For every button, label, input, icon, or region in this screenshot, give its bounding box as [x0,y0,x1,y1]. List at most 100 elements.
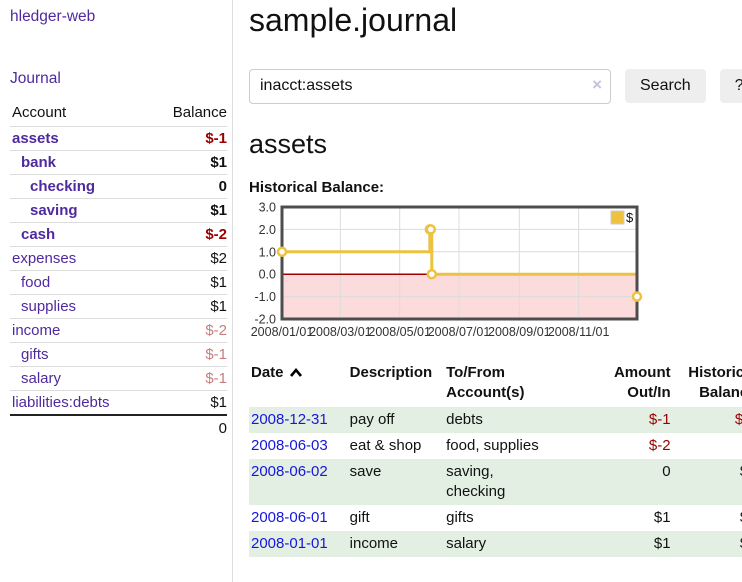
account-row: cash $-2 [10,222,227,247]
amount-cell: $1 [653,508,671,526]
data-point [426,268,438,280]
account-link[interactable]: checking [30,178,96,195]
accounts-header-row: Account Balance [10,102,227,127]
svg-text:2008/01/01: 2008/01/01 [251,325,314,339]
account-link[interactable]: assets [12,130,59,147]
account-link[interactable]: income [12,322,61,339]
svg-text:2008/03/01: 2008/03/01 [309,325,372,339]
description-cell: pay off [349,410,395,428]
search-button[interactable]: Search [625,69,706,104]
balance-cell: $2 [673,505,742,531]
col-description: Description [349,363,433,381]
date-link[interactable]: 2008-12-31 [251,410,328,428]
plot-border [280,205,639,321]
accounts-cell: salary [446,534,487,552]
account-balance: $1 [148,294,227,319]
account-row: liabilities:debts $1 [10,391,227,416]
legend-label: $ [626,210,634,225]
account-link[interactable]: gifts [21,346,49,363]
balance-cell: 0 [673,433,742,459]
account-row: supplies $1 [10,294,227,319]
sort-asc-icon [289,367,302,377]
data-point [631,291,643,302]
date-link[interactable]: 2008-06-01 [251,508,328,526]
account-row: assets $-1 [10,126,227,151]
accounts-cell: debts [446,410,483,428]
date-link[interactable]: 2008-01-01 [251,534,328,552]
register-row: 2008-06-01 gift gifts $1 $2 [249,505,742,531]
svg-text:2008/07/01: 2008/07/01 [428,325,491,339]
register-table: Date Description To/From Account(s) Amoun… [249,361,742,557]
account-link[interactable]: saving [30,202,78,219]
chart-title: Historical Balance: [249,178,385,196]
register-row: 2008-12-31 pay off debts $-1 $-1 [249,406,742,433]
svg-text:2008/11/01: 2008/11/01 [548,325,610,339]
data-point [276,246,288,257]
svg-text:0.0: 0.0 [259,267,276,281]
description-cell: eat & shop [349,436,422,454]
account-link[interactable]: expenses [12,250,77,267]
chart-container: $3.0 2.0 1.0 0.0 -1.0 -2.0 2008/01/01 2008/03/0… [249,200,742,346]
clear-search-icon[interactable]: × [592,74,602,94]
date-link[interactable]: 2008-06-03 [251,436,328,454]
page-title: sample.journal [249,2,458,38]
svg-text:2.0: 2.0 [259,223,276,237]
account-balance: $-2 [148,318,227,343]
accounts-total-spacer [10,414,149,441]
search-input[interactable] [249,68,611,104]
account-link[interactable]: food [21,274,51,291]
sidebar: hledger-web Journal Account Balance asse… [0,0,233,582]
col-date-sortable[interactable]: Date [249,361,350,407]
col-accounts: To/From Account(s) [446,363,525,401]
account-row: income $-2 [10,318,227,343]
account-link[interactable]: salary [21,370,62,387]
accounts-cell: saving, checking [446,462,506,500]
description-cell: gift [349,508,370,526]
register-header-row: Date Description To/From Account(s) Amoun… [249,361,742,407]
description-cell: save [349,462,382,480]
account-link[interactable]: liabilities:debts [12,394,110,411]
svg-text:2008/05/01: 2008/05/01 [368,325,431,339]
brand-link[interactable]: hledger-web [10,8,96,25]
accounts-cell: gifts [446,508,474,526]
balance-cell: $2 [673,459,742,505]
account-balance: $1 [148,198,227,223]
amount-cell: $-2 [648,436,671,454]
account-balance: $-1 [148,342,227,367]
account-link[interactable]: bank [21,154,57,171]
account-balance: $2 [148,246,227,271]
date-link[interactable]: 2008-06-02 [251,462,328,480]
accounts-total-row: 0 [10,414,227,441]
amount-cell: $1 [653,534,671,552]
account-balance: $1 [148,270,227,295]
col-amount: Amount Out/In [613,363,671,401]
svg-text:3.0: 3.0 [259,200,276,214]
account-link[interactable]: supplies [21,298,77,315]
legend-swatch [610,210,625,225]
accounts-table: Account Balance assets $-1 bank $1 check… [10,102,227,441]
account-row: checking 0 [10,174,227,199]
balance-cell: $1 [673,531,742,557]
account-balance: $1 [148,150,227,175]
accounts-col-balance: Balance [148,102,227,127]
account-balance: $-1 [148,366,227,391]
svg-text:2008/09/01: 2008/09/01 [488,325,551,339]
description-cell: income [349,534,399,552]
accounts-total-value: 0 [148,414,227,441]
help-button[interactable]: ? [719,69,742,104]
register-row: 2008-01-01 income salary $1 $1 [249,530,742,557]
main-content: sample.journal × Search ? assets Histori… [233,0,742,582]
register-row: 2008-06-03 eat & shop food, supplies $-2… [249,433,742,459]
account-row: food $1 [10,270,227,295]
register-row: 2008-06-02 save saving,checking 0 $2 [249,458,742,505]
sidebar-item-journal[interactable]: Journal [10,70,61,87]
amount-cell: $-1 [648,410,671,428]
account-row: gifts $-1 [10,342,227,367]
account-balance: $1 [210,394,227,411]
account-row: expenses $2 [10,246,227,271]
account-link[interactable]: cash [21,226,56,243]
search-form: × Search ? [249,68,742,104]
accounts-col-account: Account [10,102,149,127]
svg-text:-1.0: -1.0 [254,290,276,304]
